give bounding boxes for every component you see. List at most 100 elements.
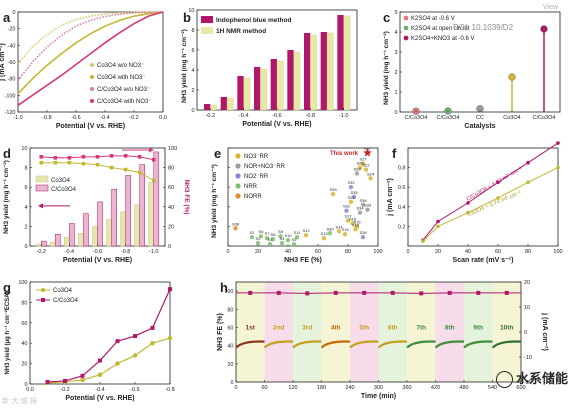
panel-d-fe-point-1-0 [39, 155, 44, 159]
panel-d-ylabel: NH3 yield (mg h⁻¹ cm⁻²) [3, 160, 10, 234]
panel-h-ytick-label: 0 [230, 380, 233, 386]
panel-h-y2tick-label: -10 [524, 355, 532, 361]
panel-h-ytick-label: 20 [227, 362, 233, 368]
panel-h-ytick-label: 60 [227, 325, 233, 331]
panel-h-cycle-label-9: 10th [500, 324, 513, 331]
panel-d-xtick-label: -0.4 [65, 249, 74, 255]
panel-e-point-label-S39: S39 [329, 187, 337, 192]
panel-g-point-1-7 [168, 287, 172, 292]
panel-e-point-S34 [357, 210, 363, 215]
panel-e-point-S19 [353, 227, 358, 232]
panel-b-bar-1-4 [276, 60, 284, 111]
view-watermark: View [543, 4, 559, 11]
panel-b-bar-1-6 [310, 34, 317, 111]
panel-h-xtick-label: 300 [374, 385, 383, 391]
panel-d-bar-0-5 [106, 219, 112, 247]
panel-a-legend-marker-3 [90, 99, 94, 103]
panel-b-xlabel: Potential (V vs. RHE) [242, 121, 311, 128]
panel-d-bar-1-0 [41, 240, 47, 247]
panel-h-cycle-band-5 [378, 282, 407, 382]
panel-h-current-trace-0 [235, 340, 265, 349]
panel-c-ylabel: NH3 yield (mg h⁻¹ cm⁻²) [383, 31, 390, 105]
panel-b-bar-1-0 [210, 104, 217, 111]
panel-a-ytick-label: -120 [4, 110, 15, 116]
panel-e-point-label-S1: S1 [250, 230, 256, 235]
panel-f-point-0-1 [436, 219, 440, 224]
panel-e-point-label-S14: S14 [335, 224, 343, 229]
panel-d-legend-1: C/Co3O4 [51, 187, 77, 193]
panel-b-legend-1: 1H NMR method [216, 28, 266, 35]
panel-b-xtick-label: -1.0 [339, 113, 348, 119]
panel-g-series-1 [47, 288, 171, 383]
panel-a-xtick-label: -0.8 [42, 115, 51, 121]
panel-b-ytick-label: 4 [191, 68, 194, 74]
panel-e-point-S14 [336, 229, 342, 234]
panel-e-annotation: This work [330, 151, 359, 157]
panel-h-y2tick-label: -20 [524, 380, 532, 386]
panel-h-xlabel: Time (min) [361, 393, 396, 400]
panel-h-cycle-band-9 [492, 282, 521, 382]
panel-d-y2tick-label: 80 [168, 166, 174, 172]
panel-c-point-2 [476, 105, 484, 113]
panel-e-point-label-S26: S26 [356, 161, 364, 166]
panel-e-frame [227, 147, 379, 247]
panel-d-bar-1-6 [125, 175, 131, 247]
panel-f-frame [407, 147, 559, 247]
panel-e-point-label-S7: S7 [265, 231, 271, 236]
panel-e-point-label-S16: S16 [353, 219, 361, 224]
panel-b-bar-1-7 [326, 32, 334, 111]
panel-d-legend-swatch-0 [35, 175, 49, 183]
panel-e-legend-1: NOR+NO3⁻RR [244, 164, 286, 170]
panel-a-ylabel: j (mA cm⁻²) [0, 43, 6, 82]
panel-b-bar-0-8 [337, 15, 344, 110]
panel-g-xtick-label: -0.2 [60, 387, 69, 393]
panel-e-legend-marker-0 [235, 153, 241, 159]
panel-a-ytick-label: -60 [8, 60, 16, 66]
panel-b-ytick-label: 6 [191, 48, 194, 54]
panel-e-point-label-S31: S31 [343, 204, 351, 209]
panel-e-point-S9 [278, 234, 283, 239]
panel-e-point-label-S28: S28 [359, 230, 367, 235]
panel-h-current-trace-3 [320, 340, 351, 349]
panel-h-xtick-label: 540 [488, 385, 497, 391]
panel-e-point-S26 [357, 165, 363, 170]
panel-e-point-S35 [351, 194, 357, 200]
panel-d-y2tick-label: 0 [168, 244, 171, 250]
panel-e-point-label-S27: S27 [359, 157, 367, 162]
panel-d-ytick-label: 2 [24, 224, 27, 230]
panel-b-bar-0-2 [237, 76, 244, 110]
panel-e-point-S5 [291, 241, 297, 247]
panel-c-xlabel: Catalysts [464, 123, 495, 130]
panel-b-ytick-label: 2 [191, 88, 194, 94]
panel-h-ytick-label: 80 [227, 307, 233, 313]
panel-f-point-1-5 [556, 165, 560, 170]
panel-d-bar-1-5 [111, 188, 117, 247]
panel-e-point-S15 [342, 232, 348, 237]
panel-d-fe-point-0-5 [109, 165, 114, 170]
panel-f-point-1-0 [421, 239, 425, 243]
panel-h-y2tick-label: 10 [524, 305, 530, 311]
panel-e-point-label-S3: S3 [268, 237, 274, 242]
panel-a-legend-3: C/Co3O4 with NO3⁻ [97, 99, 152, 105]
panel-h-xtick-label: 360 [402, 385, 411, 391]
panel-h-fe-point-1 [276, 290, 281, 295]
panel-c-xtick-label: Co3O4 [503, 115, 520, 121]
panel-e-point-label-S8: S8 [271, 232, 277, 237]
panel-h-xtick-label: 0 [234, 385, 237, 391]
panel-d-fe-point-1-3 [81, 155, 86, 159]
panel-h-current-trace-6 [406, 340, 436, 349]
panel-d-bar-0-6 [120, 211, 126, 247]
panel-a-legend-1: Co3O4 with NO3⁻ [97, 75, 146, 81]
panel-g-xtick-label: -0.6 [130, 387, 139, 393]
panel-g-xtick-label: 0.0 [26, 387, 34, 393]
panel-h-ylabel: NH3 FE (%) [217, 313, 224, 351]
panel-f-xtick-label: 100 [553, 249, 562, 255]
panel-e-point-label-S9: S9 [278, 229, 284, 234]
panel-b-bar-0-6 [304, 33, 311, 110]
panel-f-xtick-label: 20 [435, 249, 441, 255]
panel-d-xtick-label: -0.6 [93, 249, 102, 255]
panel-e-point-label-S12: S12 [302, 228, 310, 233]
panel-d-xtick-label: -1.0 [149, 249, 158, 255]
panel-h-fe-point-3 [333, 290, 338, 295]
